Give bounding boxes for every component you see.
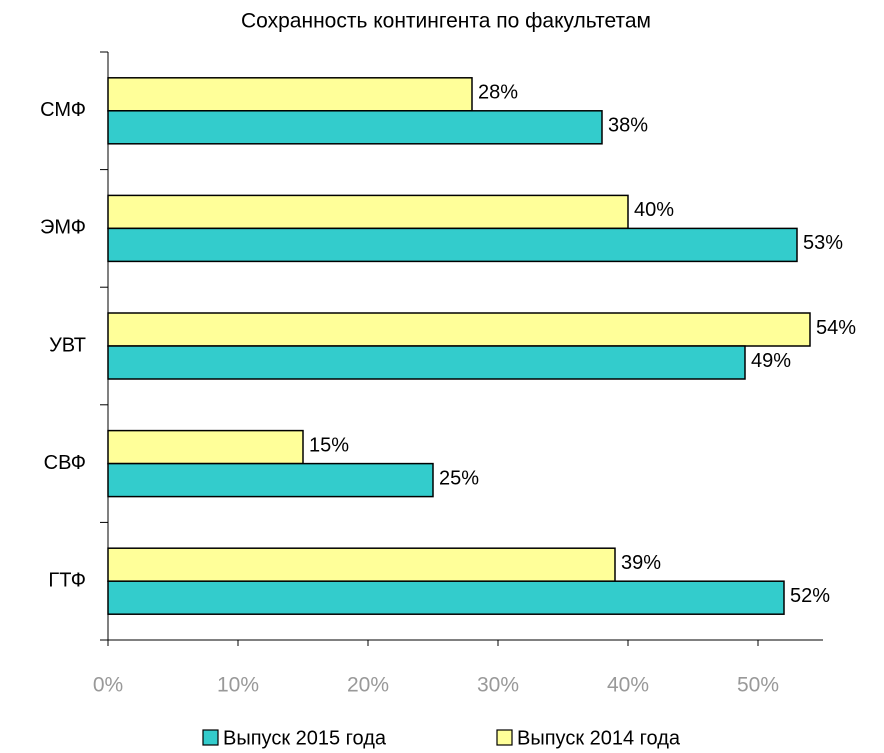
x-tick-label: 40% [607,674,649,697]
value-label: 49% [751,350,791,372]
bar [107,227,798,263]
bar [107,77,473,112]
legend-swatch [202,729,219,746]
chart-title: Сохранность контингента по факультетам [241,10,651,33]
y-tick-label: СМФ [40,99,86,121]
value-label: 28% [478,82,518,104]
x-tick-label: 0% [93,674,123,697]
bar [107,580,785,615]
value-label: 52% [790,585,830,607]
legend-label: Выпуск 2015 года [223,727,387,749]
x-tick-label: 20% [347,674,389,697]
x-tick-label: 50% [737,674,779,697]
x-tick-label: 10% [217,674,259,697]
value-label: 53% [803,232,843,254]
y-tick-label: ГТФ [48,569,86,591]
value-label: 54% [816,317,856,339]
value-label: 40% [634,199,674,221]
bar [107,312,811,347]
legend-label: Выпуск 2014 года [517,727,681,749]
value-label: 15% [309,434,349,456]
bar [107,462,434,498]
y-tick-label: УВТ [49,334,86,356]
bar [107,110,603,145]
legend-swatch [496,729,513,746]
bar [107,429,304,465]
value-label: 25% [439,467,479,489]
y-tick-label: ЭМФ [40,217,86,239]
bar [107,547,616,582]
bar [107,345,746,380]
x-tick-label: 30% [477,674,519,697]
y-tick-label: СВФ [44,452,86,474]
bar [107,194,629,230]
value-label: 38% [608,115,648,137]
value-label: 39% [621,552,661,574]
